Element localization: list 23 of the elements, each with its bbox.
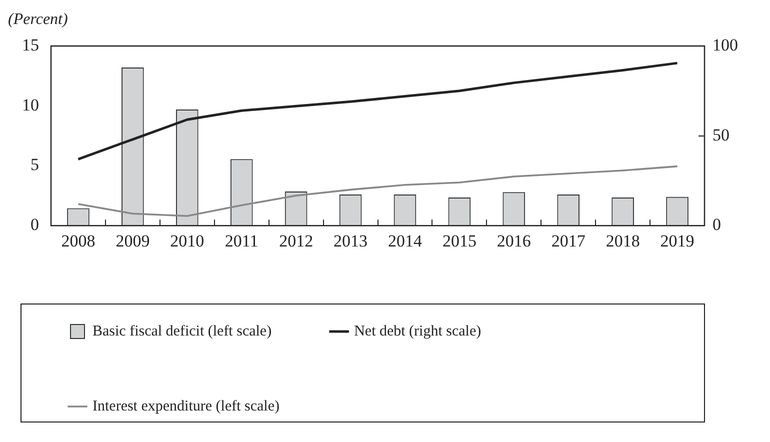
x-tick-label: 2008 — [61, 231, 96, 250]
x-tick-label: 2018 — [606, 231, 640, 250]
x-tick-label: 2014 — [388, 231, 422, 250]
x-tick-label: 2013 — [334, 231, 368, 250]
x-tick-label: 2019 — [660, 231, 694, 250]
legend-label: Interest expenditure (left scale) — [92, 398, 280, 414]
x-tick-label: 2010 — [170, 231, 204, 250]
x-tick-label: 2009 — [116, 231, 150, 250]
x-tick-label: 2012 — [279, 231, 314, 250]
y2-tick-label: 0 — [712, 215, 721, 234]
y-tick-label: 10 — [22, 95, 39, 114]
y-tick-label: 15 — [22, 35, 39, 54]
x-tick-label: 2015 — [442, 231, 476, 250]
y-tick-label: 5 — [30, 155, 39, 174]
x-tick-label: 2016 — [496, 231, 531, 250]
y-axis-title: (Percent) — [8, 11, 68, 28]
y-tick-label: 0 — [30, 215, 39, 234]
x-tick-label: 2011 — [224, 231, 258, 250]
y2-tick-label: 50 — [712, 125, 730, 144]
y2-tick-label: 100 — [712, 35, 738, 54]
x-tick-label: 2017 — [551, 231, 586, 250]
legend-label: Net debt (right scale) — [354, 323, 482, 340]
legend-label: Basic fiscal deficit (left scale) — [92, 323, 272, 340]
